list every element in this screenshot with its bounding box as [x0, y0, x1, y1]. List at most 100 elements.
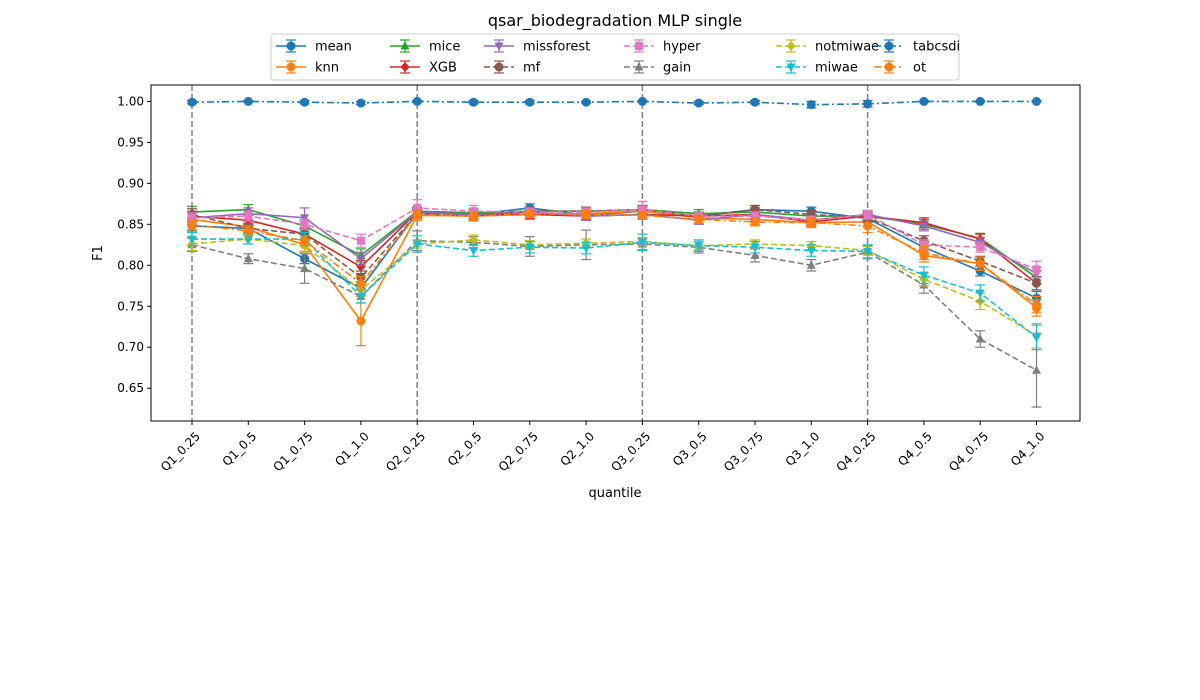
data-point	[300, 214, 310, 223]
legend-item-mice: mice	[390, 39, 460, 55]
data-point	[412, 96, 422, 106]
legend-label: missforest	[523, 40, 590, 55]
series-line-tabcsdi	[191, 100, 1037, 106]
legend-item-notmiwae: notmiwae	[776, 39, 879, 55]
y-tick-label: 0.75	[117, 299, 144, 313]
series-miwae	[187, 231, 1042, 351]
data-point	[975, 334, 985, 343]
data-point	[863, 221, 873, 231]
legend-label: tabcsdi	[913, 40, 960, 55]
data-point	[806, 100, 816, 110]
data-point	[750, 97, 760, 107]
legend-label: mean	[315, 40, 352, 55]
legend-item-knn: knn	[276, 60, 339, 76]
data-point	[919, 248, 929, 258]
data-point	[243, 96, 253, 106]
data-point	[244, 212, 253, 221]
data-point	[806, 247, 816, 256]
legend-marker	[286, 62, 296, 72]
data-point	[356, 236, 365, 245]
data-point	[581, 209, 591, 219]
data-point	[187, 235, 197, 245]
legend-marker	[884, 41, 894, 51]
data-point	[356, 278, 366, 288]
legend-item-mean: mean	[276, 39, 352, 55]
legend-item-XGB: XGB	[390, 60, 457, 76]
data-point	[188, 213, 196, 222]
legend-marker	[400, 62, 410, 72]
data-point	[243, 253, 253, 263]
data-point	[919, 271, 929, 281]
plot-frame	[150, 84, 1081, 422]
series-line-ot	[191, 212, 1037, 306]
legend-marker	[494, 62, 504, 72]
data-point	[525, 97, 535, 107]
y-tick-label: 0.85	[117, 217, 144, 231]
data-point	[975, 289, 985, 299]
data-point	[863, 210, 872, 219]
data-point	[469, 207, 478, 216]
y-tick-label: 0.65	[117, 381, 144, 395]
data-point	[1032, 300, 1041, 310]
data-point	[300, 220, 309, 229]
legend-label: ot	[913, 61, 926, 76]
series-line-hyper	[191, 207, 1037, 271]
series-line-mean	[191, 207, 1037, 299]
data-point	[751, 212, 759, 221]
legend-label: knn	[315, 61, 339, 76]
chart-title: qsar_biodegradation MLP single	[488, 11, 742, 31]
y-tick-label: 0.70	[117, 340, 144, 354]
data-point	[243, 235, 253, 245]
legend-marker	[786, 63, 796, 72]
legend-marker	[634, 62, 644, 71]
legend: mean knn mice XGB missforest mf hyper gain notmi…	[270, 33, 960, 81]
series-line-gain	[191, 239, 1037, 371]
data-point	[300, 97, 310, 107]
series-ot	[187, 208, 1042, 314]
data-point	[356, 255, 366, 264]
legend-label: notmiwae	[815, 40, 879, 55]
legend-label: hyper	[663, 40, 701, 55]
data-point	[919, 222, 929, 231]
series-line-miwae	[192, 238, 1037, 339]
legend-marker	[786, 41, 796, 51]
plot-area	[187, 85, 1042, 421]
legend-marker	[286, 41, 296, 51]
legend-item-tabcsdi: tabcsdi	[874, 39, 960, 55]
data-point	[525, 209, 535, 219]
data-point	[863, 99, 873, 109]
data-point	[1032, 333, 1041, 343]
data-point	[300, 236, 310, 246]
legend-label: gain	[663, 61, 691, 76]
data-point	[806, 218, 816, 228]
data-point	[694, 214, 704, 224]
data-point	[806, 260, 816, 269]
legend-marker	[884, 62, 894, 72]
data-point	[1032, 96, 1041, 106]
y-tick-label: 0.90	[117, 176, 144, 190]
data-point	[694, 242, 704, 251]
data-point	[863, 247, 873, 257]
data-point	[975, 266, 985, 276]
data-point	[356, 316, 366, 326]
legend-marker	[400, 41, 410, 50]
data-point	[356, 292, 366, 302]
data-point	[694, 98, 704, 108]
data-point	[413, 203, 422, 212]
data-point	[187, 97, 197, 107]
data-point	[469, 97, 478, 107]
data-point	[1032, 265, 1041, 274]
x-axis-label: quantile	[588, 486, 641, 501]
data-point	[750, 250, 760, 259]
data-point	[750, 243, 760, 253]
legend-item-missforest: missforest	[484, 39, 590, 55]
data-point	[469, 234, 478, 245]
data-point	[243, 226, 253, 236]
legend-item-gain: gain	[624, 60, 691, 76]
data-point	[975, 96, 985, 106]
data-point	[525, 243, 535, 253]
legend-item-ot: ot	[874, 60, 926, 76]
legend-label: mice	[429, 40, 460, 55]
data-point	[581, 97, 591, 107]
